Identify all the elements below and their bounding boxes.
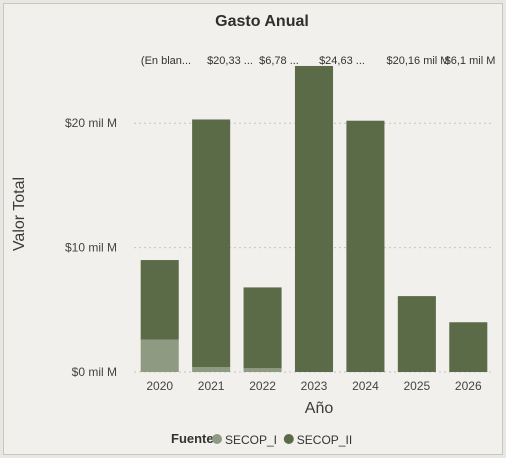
legend-marker-secop-ii [284,434,294,444]
x-axis-label: Año [305,400,334,417]
chart-svg: Gasto Anual $0 mil M $10 mil M $20 mil M 2… [4,4,504,456]
legend-item-label[interactable]: SECOP_II [297,433,352,447]
bar-secop-ii-2023[interactable] [295,66,333,372]
bar-secop-ii-2024[interactable] [346,121,384,372]
bar-secop-i-2020[interactable] [141,340,179,372]
bars [141,66,488,372]
legend-title: Fuente [171,431,214,446]
bar-secop-ii-2022[interactable] [244,287,282,368]
x-tick-label: 2026 [455,379,482,393]
x-tick-label: 2022 [249,379,276,393]
bar-secop-ii-2025[interactable] [398,296,436,372]
x-tick-label: 2020 [146,379,173,393]
chart-title: Gasto Anual [215,13,309,30]
data-label: $20,33 ... [207,55,253,67]
legend-item-label[interactable]: SECOP_I [225,433,277,447]
x-tick-label: 2021 [198,379,225,393]
bar-secop-ii-2021[interactable] [192,119,230,367]
x-axis-ticks: 2020 2021 2022 2023 2024 2025 2026 [146,379,482,393]
legend[interactable]: Fuente SECOP_I SECOP_II [171,431,352,447]
x-tick-label: 2024 [352,379,379,393]
legend-marker-secop-i [212,434,222,444]
x-tick-label: 2025 [404,379,431,393]
chart-frame: Gasto Anual $0 mil M $10 mil M $20 mil M 2… [3,3,503,455]
bar-secop-ii-2026[interactable] [449,322,487,372]
y-tick-label: $0 mil M [72,365,117,379]
y-tick-label: $20 mil M [65,116,117,130]
data-label: $6,78 ... [259,55,299,67]
data-labels: (En blan... $20,33 ... $6,78 ... $24,63 ...… [141,55,495,67]
y-axis-ticks: $0 mil M $10 mil M $20 mil M [65,116,117,379]
bar-secop-i-2022[interactable] [244,368,282,372]
data-label: (En blan... [141,55,191,67]
data-label: $24,63 ... [319,55,365,67]
bar-secop-ii-2020[interactable] [141,260,179,340]
data-label: $20,16 mil M [387,55,450,67]
x-tick-label: 2023 [301,379,328,393]
y-tick-label: $10 mil M [65,241,117,255]
y-axis-label: Valor Total [11,177,28,251]
data-label: $6,1 mil M [445,55,496,67]
bar-secop-i-2021[interactable] [192,367,230,372]
